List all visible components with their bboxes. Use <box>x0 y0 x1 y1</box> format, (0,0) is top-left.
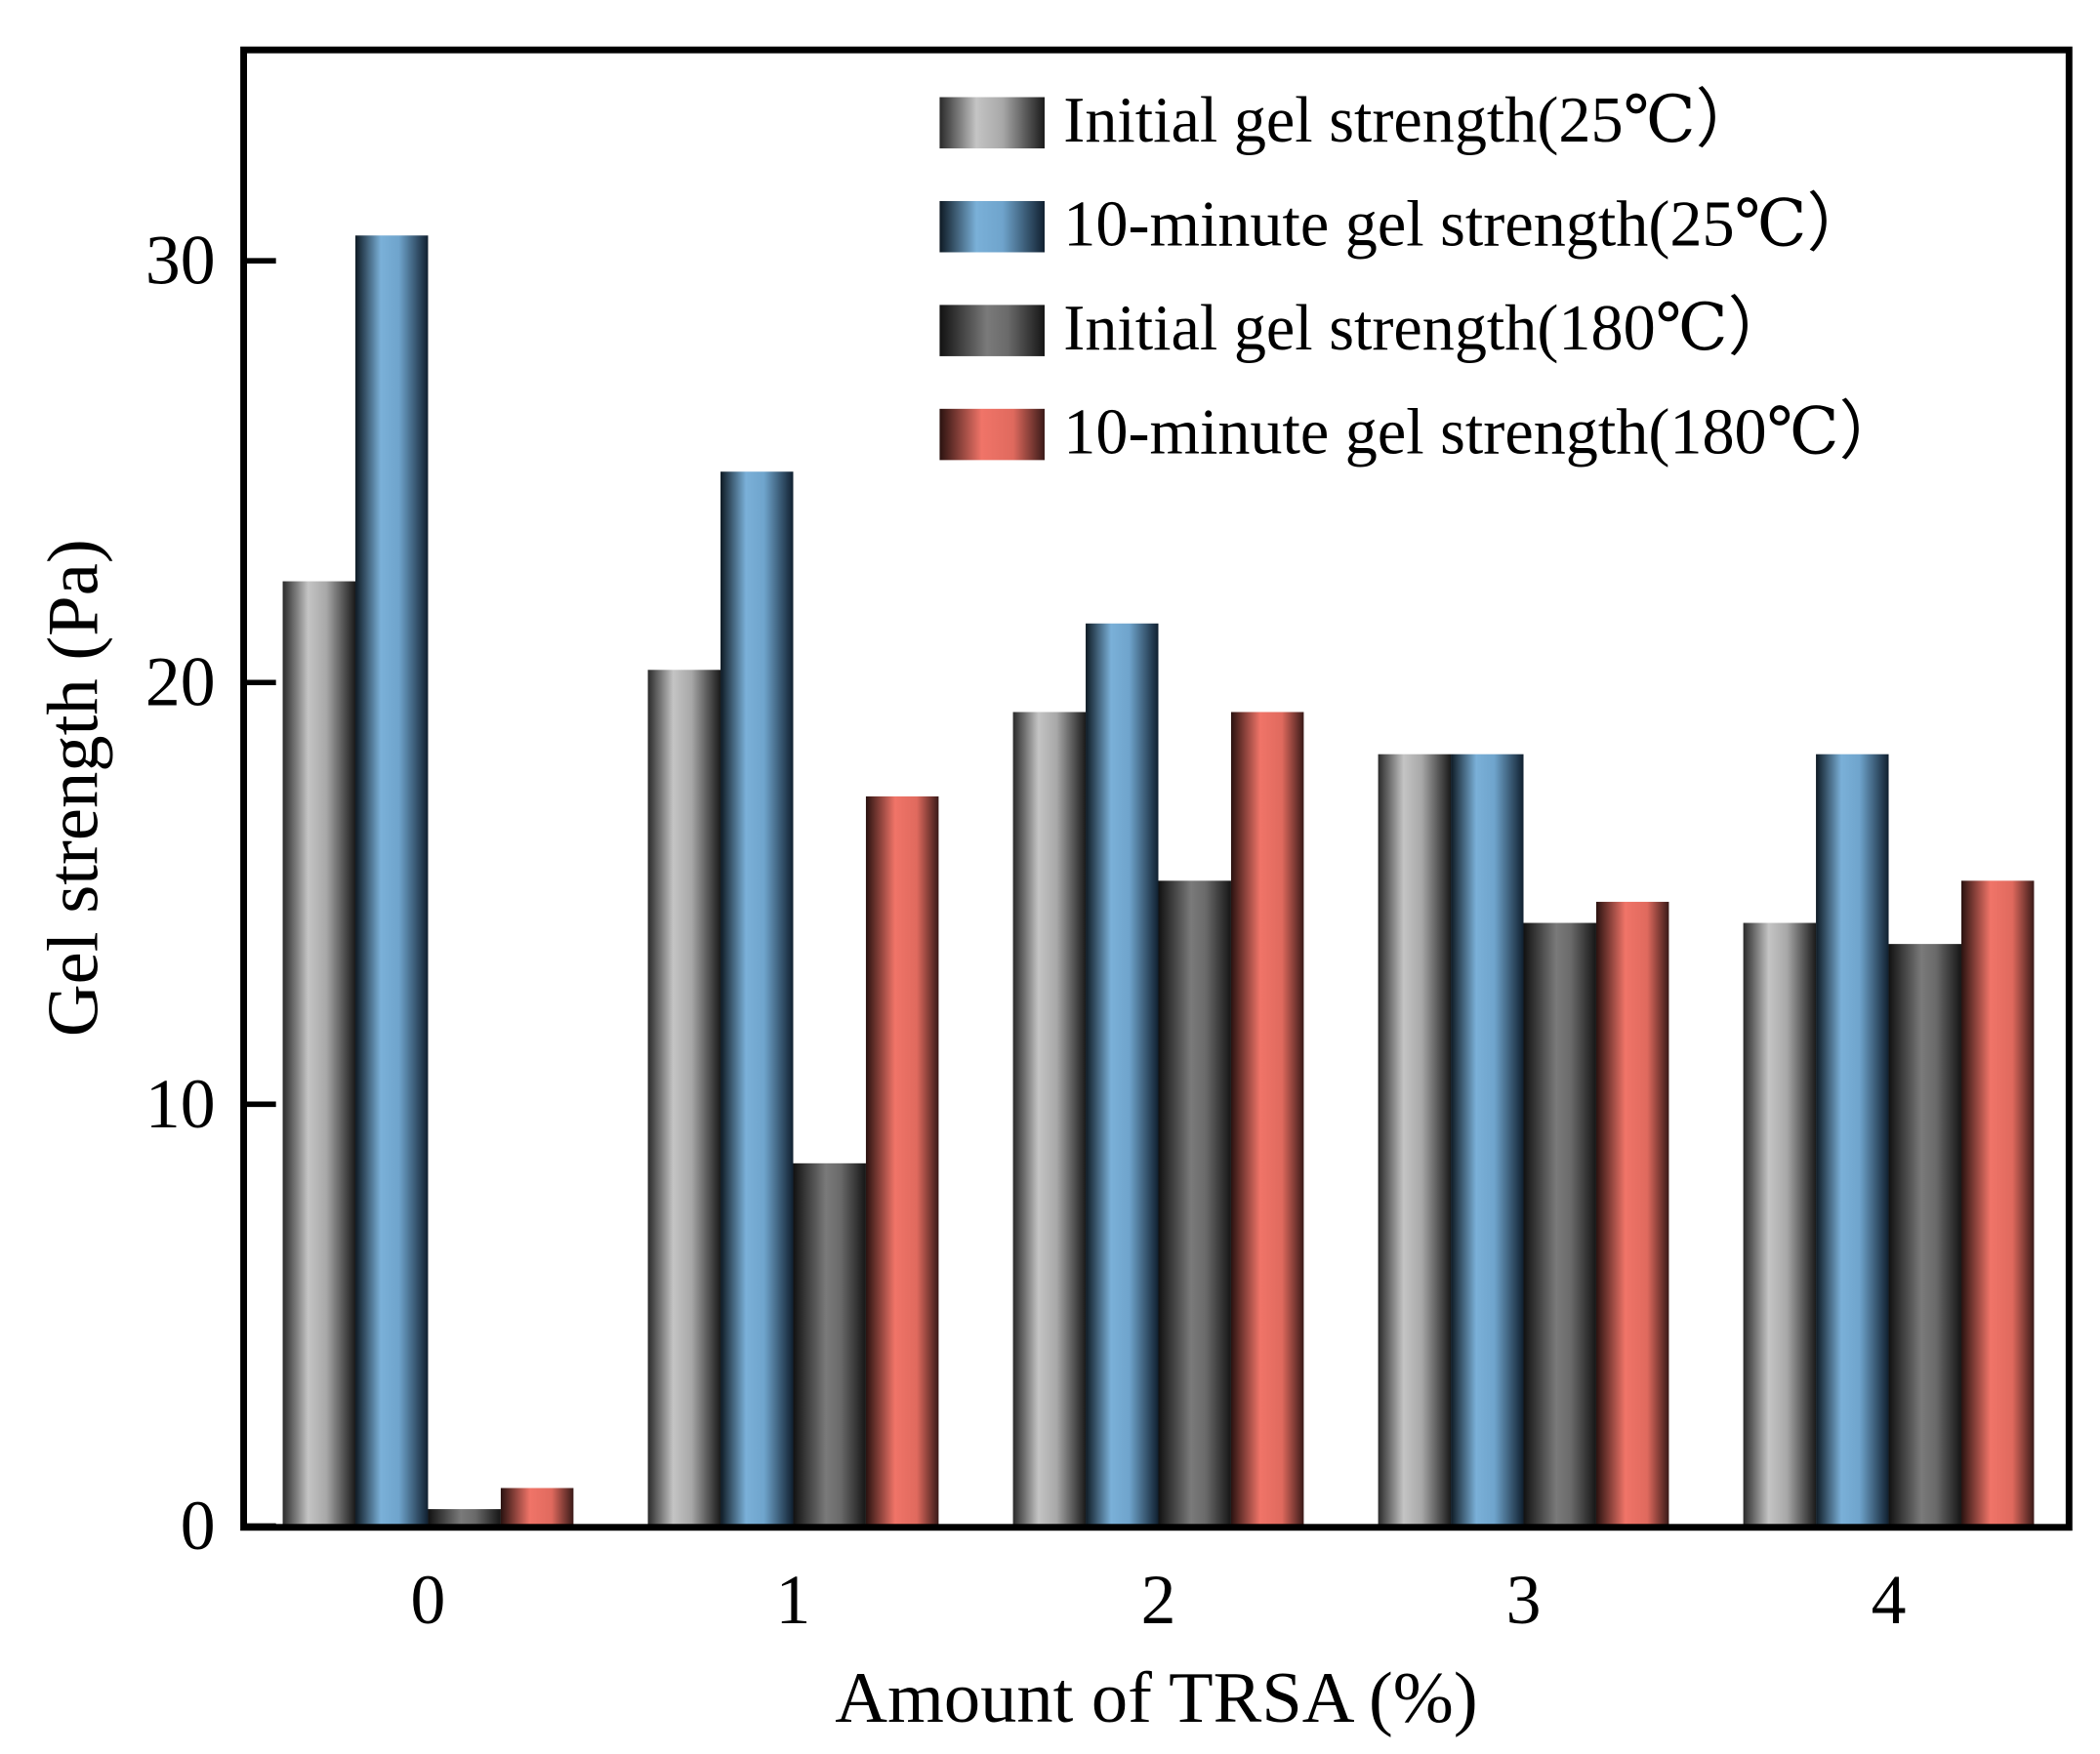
y-tick-label: 20 <box>145 643 216 721</box>
y-axis: 0 10 20 30 <box>145 222 276 1565</box>
legend: Initial gel strength(25℃） 10-minute gel s… <box>939 85 1904 468</box>
legend-label: Initial gel strength(180℃） <box>1063 293 1792 364</box>
legend-label: 10-minute gel strength(180℃） <box>1063 396 1904 468</box>
bar-initial-gel-strength-3 <box>1378 754 1452 1527</box>
bar-initial-gel-strength-3 <box>1523 922 1596 1527</box>
y-tick-label: 10 <box>145 1065 216 1143</box>
bars-layer <box>282 235 2035 1527</box>
legend-swatch <box>939 97 1045 149</box>
x-axis: 0 1 2 3 4 <box>411 1561 1907 1639</box>
bar-initial-gel-strength-4 <box>1888 944 1961 1527</box>
bar-10-minute-gel-strength-0 <box>500 1488 574 1527</box>
x-tick-label: 1 <box>776 1561 811 1639</box>
plot-frame <box>240 46 2073 1531</box>
x-tick-label: 3 <box>1506 1561 1542 1639</box>
legend-label: Initial gel strength(25℃） <box>1063 85 1759 156</box>
legend-swatch <box>939 408 1045 461</box>
bar-10-minute-gel-strength-2 <box>1230 712 1304 1527</box>
bar-10-minute-gel-strength-3 <box>1595 901 1669 1527</box>
bar-initial-gel-strength-1 <box>647 670 721 1527</box>
bar-10-minute-gel-strength-3 <box>1451 754 1524 1527</box>
y-tick-label: 30 <box>145 222 216 300</box>
y-axis-label: Gel strength (Pa) <box>33 539 113 1037</box>
x-tick-label: 0 <box>411 1561 446 1639</box>
bar-initial-gel-strength-2 <box>1012 712 1087 1527</box>
bar-initial-gel-strength-1 <box>793 1163 866 1527</box>
y-tick-label: 0 <box>181 1487 216 1565</box>
bar-10-minute-gel-strength-4 <box>1960 880 2035 1527</box>
bar-initial-gel-strength-0 <box>282 581 356 1527</box>
bar-10-minute-gel-strength-2 <box>1086 623 1159 1527</box>
legend-swatch <box>939 305 1045 356</box>
bar-initial-gel-strength-0 <box>428 1509 501 1527</box>
legend-label: 10-minute gel strength(25℃） <box>1063 189 1871 261</box>
legend-swatch <box>939 200 1045 253</box>
bar-initial-gel-strength-2 <box>1158 880 1231 1527</box>
x-axis-label: Amount of TRSA (%) <box>835 1658 1477 1738</box>
bar-10-minute-gel-strength-1 <box>721 471 794 1527</box>
bar-10-minute-gel-strength-4 <box>1816 754 1889 1527</box>
bar-10-minute-gel-strength-0 <box>355 235 429 1527</box>
bar-initial-gel-strength-4 <box>1743 922 1817 1527</box>
x-tick-label: 4 <box>1872 1561 1907 1639</box>
bar-10-minute-gel-strength-1 <box>865 795 939 1527</box>
x-tick-label: 2 <box>1141 1561 1176 1639</box>
